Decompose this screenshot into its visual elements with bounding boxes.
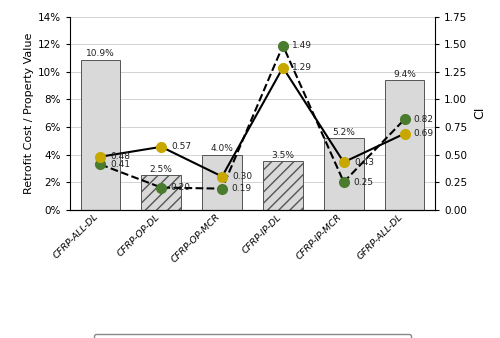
Text: 0.82: 0.82 [414,115,434,124]
Bar [385,80,424,210]
Legend: Retrofit Cost / Property Value, •CI (DL), CI (SD): Retrofit Cost / Property Value, •CI (DL)… [94,334,410,338]
Bar [263,162,302,210]
Text: 0.41: 0.41 [111,160,131,169]
Text: 0.25: 0.25 [353,177,373,187]
Text: 3.5%: 3.5% [272,151,294,160]
Text: 0.69: 0.69 [414,129,434,138]
Y-axis label: CI: CI [473,107,486,119]
Text: 2.5%: 2.5% [150,165,172,174]
Text: 1.49: 1.49 [292,41,312,50]
Y-axis label: Retrofit Cost / Property Value: Retrofit Cost / Property Value [24,32,34,194]
Text: 0.48: 0.48 [111,152,131,161]
Text: 4.0%: 4.0% [210,144,234,153]
Bar [142,175,181,210]
Text: 0.43: 0.43 [354,158,374,167]
Text: 10.9%: 10.9% [86,49,115,58]
Text: 0.19: 0.19 [231,184,252,193]
Bar [80,59,120,210]
Text: 5.2%: 5.2% [332,128,355,137]
Text: 1.29: 1.29 [292,63,312,72]
Text: 0.57: 0.57 [172,142,192,151]
Bar [324,138,364,210]
Text: 0.30: 0.30 [232,172,252,181]
Text: 0.20: 0.20 [170,183,190,192]
Text: 9.4%: 9.4% [393,70,416,79]
Bar [202,154,242,210]
